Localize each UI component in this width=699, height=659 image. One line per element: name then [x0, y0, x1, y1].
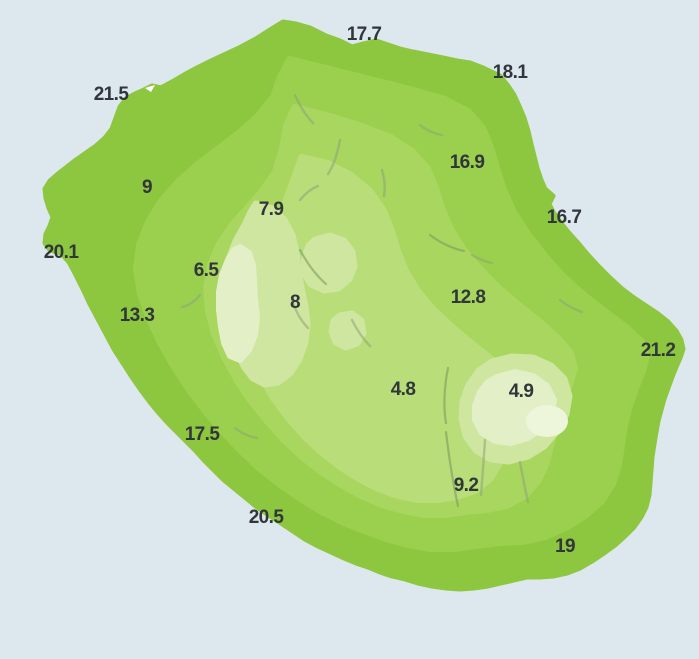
- temp-label: 7.9: [258, 199, 284, 220]
- temp-label: 17.7: [346, 24, 382, 45]
- temp-label: 9.2: [453, 475, 479, 496]
- temp-label: 4.9: [508, 381, 534, 402]
- harbor-speck: [145, 85, 155, 92]
- temp-label: 16.7: [546, 207, 582, 228]
- temp-label: 6.5: [193, 260, 219, 281]
- elevation-band-7-volcano-core: [526, 405, 568, 437]
- temp-label: 13.3: [119, 305, 155, 326]
- elevation-band-5-central-small: [328, 310, 367, 351]
- temp-label: 12.8: [450, 287, 486, 308]
- relief-ridge-marks: [180, 93, 584, 508]
- temp-label: 20.5: [248, 507, 284, 528]
- temp-label: 9: [142, 177, 153, 198]
- elevation-band-6-summit-west: [216, 244, 260, 363]
- temp-label: 20.1: [43, 242, 79, 263]
- temp-label: 17.5: [184, 424, 220, 445]
- temp-label: 21.5: [93, 84, 129, 105]
- temp-label: 21.2: [640, 340, 676, 361]
- temp-label: 16.9: [449, 152, 485, 173]
- temp-label: 8: [290, 292, 301, 313]
- temp-label: 4.8: [390, 379, 416, 400]
- temp-label: 18.1: [492, 62, 528, 83]
- temp-label: 19: [555, 536, 576, 557]
